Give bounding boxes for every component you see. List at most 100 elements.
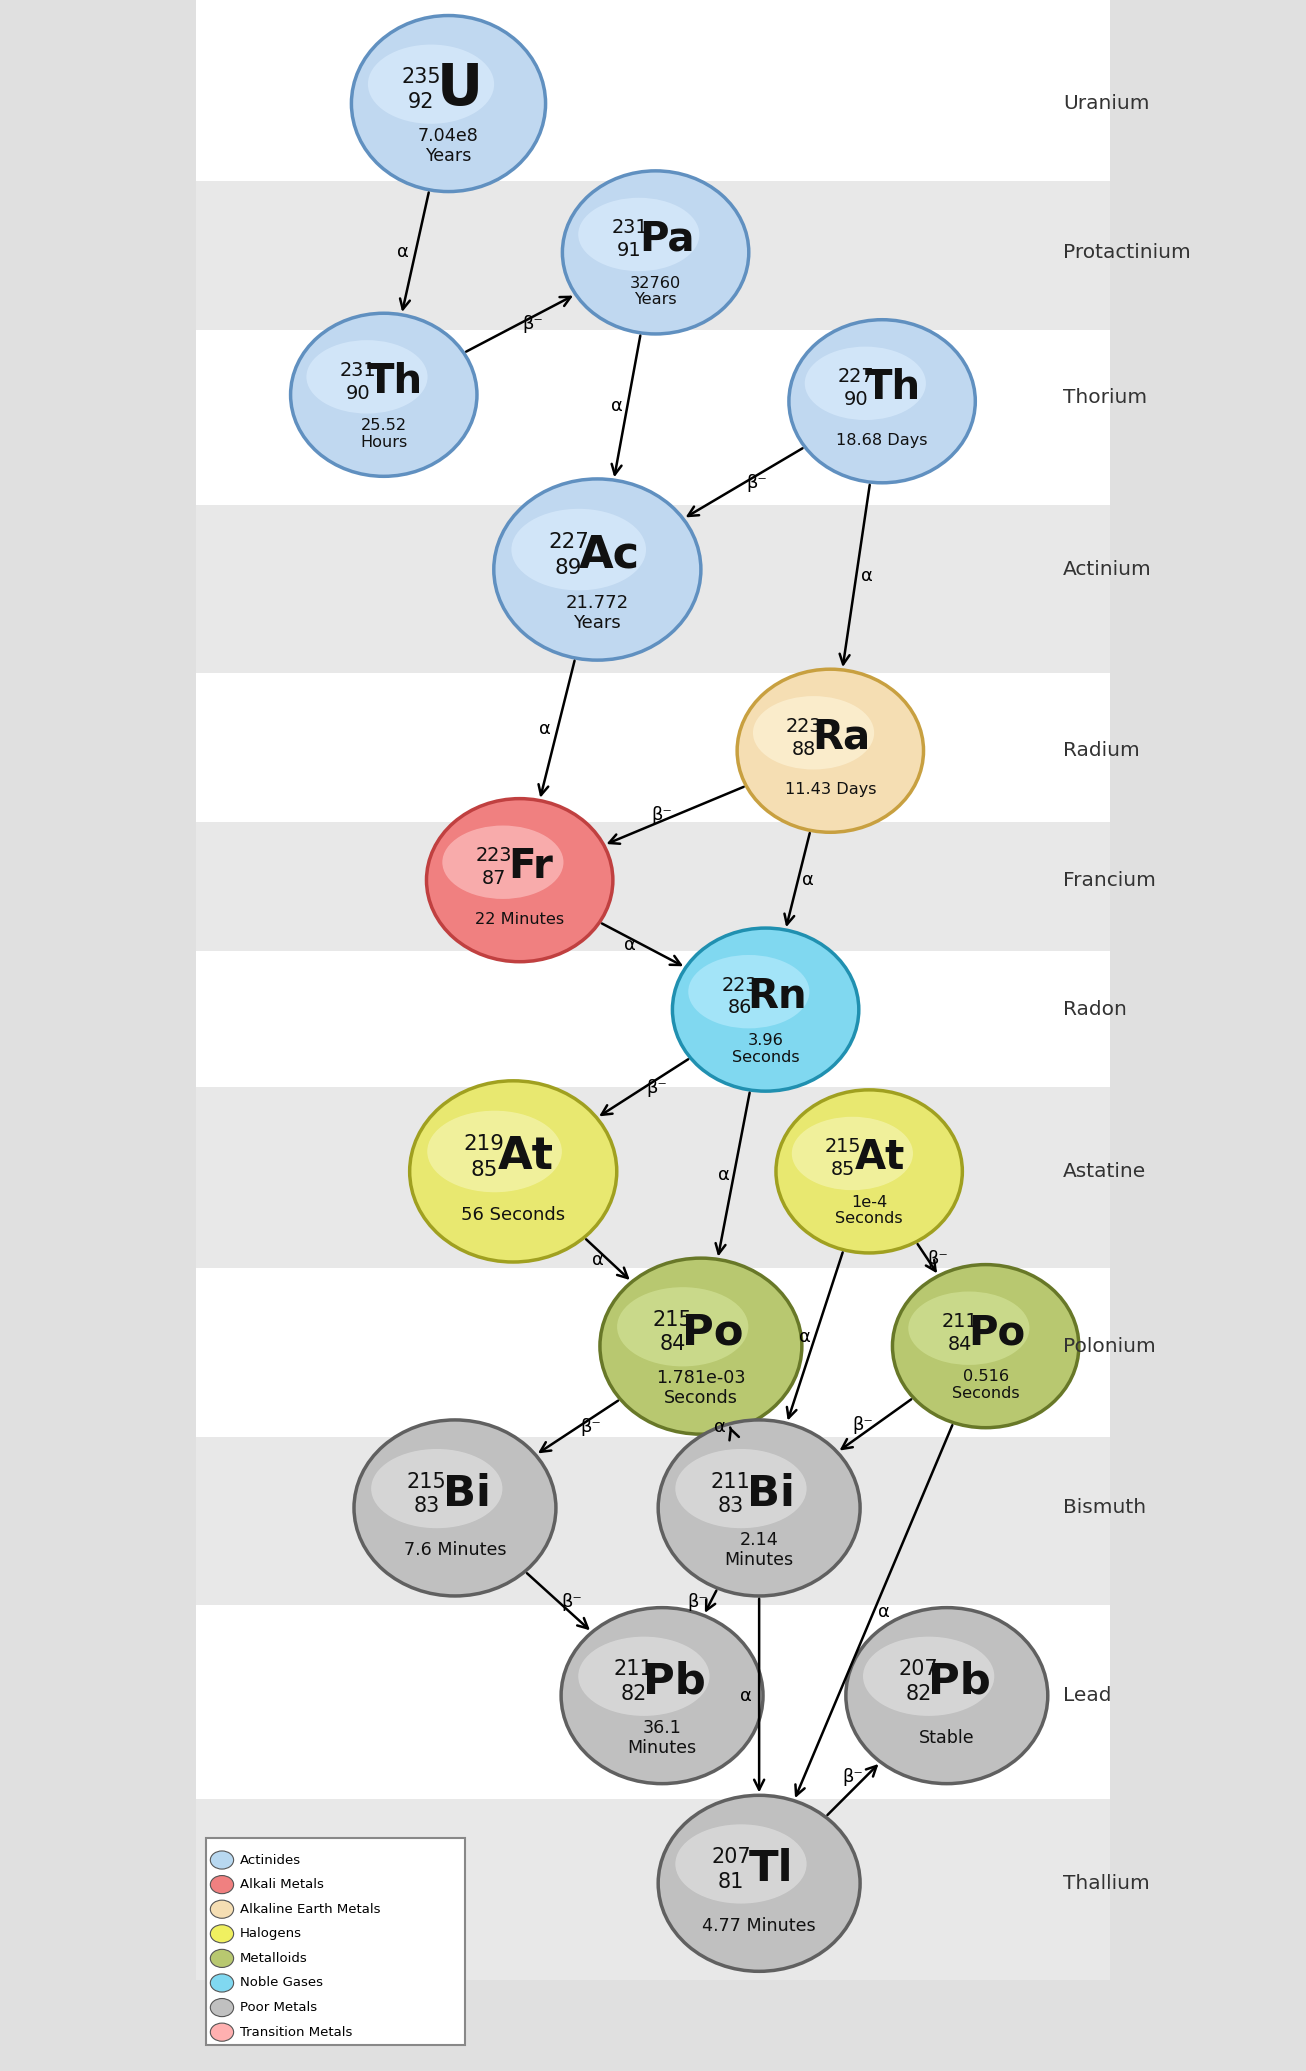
Ellipse shape [210,1901,234,1918]
Text: 85: 85 [470,1160,498,1180]
Ellipse shape [754,696,874,770]
Text: Stable: Stable [919,1729,974,1746]
Ellipse shape [512,509,646,590]
Text: 21.772
Years: 21.772 Years [565,594,629,632]
Text: Pa: Pa [639,220,695,259]
Text: 0.516
Seconds: 0.516 Seconds [952,1369,1020,1402]
Ellipse shape [579,1636,709,1717]
Bar [206,1839,465,2046]
Text: 7.04e8
Years: 7.04e8 Years [418,126,479,166]
Ellipse shape [351,14,546,193]
Bar [196,822,1110,951]
Text: β⁻: β⁻ [652,806,673,824]
Text: 227: 227 [549,532,589,553]
Text: 56 Seconds: 56 Seconds [461,1205,565,1224]
Text: 81: 81 [718,1872,744,1891]
Text: 25.52
Hours: 25.52 Hours [360,418,407,449]
Text: 22 Minutes: 22 Minutes [475,911,564,928]
Text: Alkali Metals: Alkali Metals [240,1878,324,1891]
Ellipse shape [210,1999,234,2017]
Text: 83: 83 [414,1495,440,1516]
Text: β⁻: β⁻ [522,315,543,333]
Text: Transition Metals: Transition Metals [240,2025,353,2038]
Text: 223: 223 [475,847,512,866]
Ellipse shape [737,669,923,833]
Text: 90: 90 [345,383,370,402]
Text: 211: 211 [614,1659,654,1680]
Text: Bi: Bi [747,1472,795,1514]
Text: Radium: Radium [1063,741,1140,760]
Text: 223: 223 [786,717,823,735]
Text: Rn: Rn [747,978,807,1017]
Bar [196,1800,1110,1980]
Ellipse shape [427,799,613,961]
Ellipse shape [371,1450,503,1528]
Text: Actinium: Actinium [1063,559,1152,580]
Text: α: α [799,1328,811,1346]
Ellipse shape [688,955,810,1029]
Bar [196,673,1110,822]
Text: 231: 231 [611,217,648,238]
Text: α: α [861,567,872,584]
Text: Francium: Francium [1063,870,1156,891]
Ellipse shape [290,313,477,476]
Text: α: α [713,1419,726,1435]
Text: β⁻: β⁻ [842,1767,863,1785]
Bar [196,1267,1110,1437]
Text: 36.1
Minutes: 36.1 Minutes [627,1719,696,1756]
Text: 3.96
Seconds: 3.96 Seconds [731,1033,799,1064]
Text: Halogens: Halogens [240,1928,302,1941]
Ellipse shape [675,1450,807,1528]
Text: 215: 215 [825,1137,862,1156]
Bar [196,951,1110,1087]
Ellipse shape [210,1924,234,1943]
Text: Metalloids: Metalloids [240,1951,308,1965]
Ellipse shape [210,1851,234,1868]
Text: 83: 83 [718,1495,744,1516]
Text: 227: 227 [837,367,874,387]
Text: Bi: Bi [443,1472,491,1514]
Text: 84: 84 [660,1334,686,1354]
Text: Poor Metals: Poor Metals [240,2001,317,2015]
Ellipse shape [410,1081,616,1261]
Text: Th: Th [866,369,921,408]
Text: 88: 88 [793,739,816,758]
Text: Noble Gases: Noble Gases [240,1976,323,1990]
Text: α: α [611,398,623,416]
Bar [196,182,1110,329]
Text: 91: 91 [618,242,641,261]
Text: Alkaline Earth Metals: Alkaline Earth Metals [240,1903,380,1916]
Text: 207: 207 [899,1659,939,1680]
Text: α: α [624,936,636,955]
Ellipse shape [307,340,427,414]
Text: Lead: Lead [1063,1686,1111,1704]
Ellipse shape [673,928,859,1091]
Text: β⁻: β⁻ [747,474,768,491]
Text: At: At [498,1135,554,1178]
Text: Fr: Fr [508,847,554,886]
Text: 4.77 Minutes: 4.77 Minutes [703,1916,816,1934]
Text: 82: 82 [620,1684,646,1704]
Text: 1e-4
Seconds: 1e-4 Seconds [836,1195,902,1226]
Ellipse shape [892,1265,1079,1427]
Text: α: α [717,1166,730,1185]
Text: α: α [538,721,550,737]
Text: 84: 84 [947,1336,972,1354]
Text: 87: 87 [482,870,505,888]
Ellipse shape [579,197,700,271]
Ellipse shape [599,1259,802,1435]
Ellipse shape [210,1949,234,1967]
Text: 32760
Years: 32760 Years [629,275,682,307]
Text: Protactinium: Protactinium [1063,242,1191,261]
Text: β⁻: β⁻ [646,1079,667,1098]
Text: α: α [592,1251,603,1270]
Text: 219: 219 [464,1135,504,1154]
Text: Pb: Pb [643,1661,705,1702]
Text: Th: Th [367,362,423,402]
Text: 85: 85 [831,1160,855,1178]
Text: β⁻: β⁻ [927,1249,948,1267]
Bar [196,505,1110,673]
Text: Thorium: Thorium [1063,387,1148,406]
Ellipse shape [863,1636,994,1717]
Bar [196,0,1110,182]
